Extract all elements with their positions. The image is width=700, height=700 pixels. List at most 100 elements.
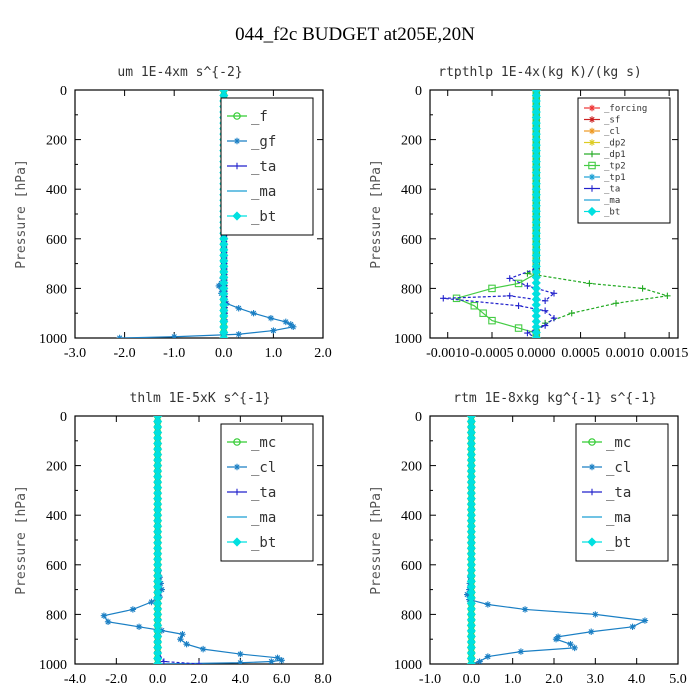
data-point <box>274 654 281 661</box>
legend-label: _ta <box>604 185 620 195</box>
data-point <box>567 640 574 648</box>
chart-panel-3: thlm 1E-5xK s^{-1} 0 200 400 600 800 1000-4.0 -… <box>14 391 332 687</box>
legend-entry: _ta <box>227 159 276 175</box>
legend: _mc _cl _ta _ma _bt <box>220 423 314 562</box>
legend-entry: _bt <box>227 535 276 551</box>
y-tick-label: 0 <box>415 410 422 425</box>
legend-label: _cl <box>251 460 276 476</box>
x-tick-label: 0.0015 <box>650 346 689 361</box>
y-axis-label: Pressure [hPa] <box>14 485 29 595</box>
data-point <box>290 323 297 331</box>
x-tick-label: 0.0 <box>215 346 233 361</box>
series-bt <box>531 90 541 338</box>
data-point <box>484 653 492 660</box>
y-tick-label: 400 <box>46 183 67 198</box>
legend-marker <box>588 127 596 135</box>
y-tick-label: 600 <box>401 233 422 248</box>
series-bt <box>153 416 163 664</box>
data-point <box>215 282 223 290</box>
y-tick-label: 600 <box>401 559 422 574</box>
legend-label: _ta <box>251 159 276 175</box>
panel-title: rtm 1E-8xkg kg^{-1} s^{-1} <box>453 391 657 406</box>
data-point <box>664 292 671 300</box>
data-point <box>568 310 575 317</box>
x-tick-label: 1.0 <box>265 346 283 361</box>
x-tick-label: -2.0 <box>114 346 136 361</box>
legend-label: _tp1 <box>604 173 626 183</box>
data-point <box>282 318 289 326</box>
data-point <box>237 650 244 658</box>
data-point <box>237 659 244 664</box>
legend-marker <box>233 438 241 446</box>
x-tick-label: 0.0005 <box>561 346 600 361</box>
legend-entry: _cl <box>584 127 620 137</box>
data-point <box>552 636 560 643</box>
y-tick-label: 0 <box>60 84 67 99</box>
legend-label: _dp2 <box>604 139 626 149</box>
data-point <box>629 623 636 630</box>
series-line <box>525 90 668 338</box>
data-point <box>153 659 163 664</box>
data-point <box>464 591 471 598</box>
data-point <box>440 295 447 302</box>
data-point <box>104 618 112 626</box>
data-point <box>250 310 257 317</box>
legend-label: _ma <box>251 184 276 200</box>
legend: _forcing _sf_cl _dp2_dp1 _tp2_tp1 _ta_ma _bt <box>577 97 671 224</box>
legend-label: _dp1 <box>604 150 626 160</box>
x-tick-label: -3.0 <box>64 346 86 361</box>
x-tick-label: 2.0 <box>190 672 208 687</box>
y-tick-label: 0 <box>415 84 422 99</box>
data-point <box>524 282 531 290</box>
y-tick-label: 800 <box>46 608 67 623</box>
legend-entry: _ta <box>227 485 276 501</box>
x-tick-label: 0.0 <box>463 672 481 687</box>
y-tick-label: 800 <box>401 282 422 297</box>
chart-panel-4: rtm 1E-8xkg kg^{-1} s^{-1} 0 200 400 600 800 1… <box>369 391 687 687</box>
legend-marker <box>232 211 242 221</box>
data-point <box>158 586 165 593</box>
x-tick-label: -2.0 <box>105 672 127 687</box>
legend-marker <box>588 116 596 123</box>
x-tick-label: 0.0010 <box>606 346 645 361</box>
data-point <box>588 628 595 635</box>
y-tick-label: 600 <box>46 233 67 248</box>
x-tick-label: 6.0 <box>273 672 291 687</box>
legend-label: _bt <box>251 209 276 225</box>
data-point <box>100 612 108 619</box>
figure-title: 044_f2c BUDGET at205E,20N <box>235 24 475 45</box>
data-point <box>554 633 562 640</box>
legend-marker <box>588 488 596 496</box>
legend-entry: _ta <box>584 185 620 195</box>
legend-label: _tp2 <box>604 162 626 172</box>
data-point <box>514 324 523 332</box>
panel-title: thlm 1E-5xK s^{-1} <box>130 391 271 406</box>
data-point <box>268 658 275 664</box>
x-tick-label: -1.0 <box>163 346 185 361</box>
data-point <box>521 606 529 613</box>
chart-panel-2: rtpthlp 1E-4x(kg K)/(kg s) 0 200 400 600 800 1… <box>369 65 688 361</box>
legend-entry: _ma <box>227 184 276 200</box>
data-point <box>515 302 522 309</box>
data-point <box>270 327 277 334</box>
legend-entry: _f <box>227 109 268 125</box>
data-point <box>541 297 549 304</box>
data-point <box>116 334 123 338</box>
legend-marker <box>588 161 596 170</box>
legend-label: _forcing <box>604 104 647 114</box>
data-point <box>488 284 496 293</box>
data-point <box>466 586 473 593</box>
data-point <box>177 636 184 643</box>
legend-marker <box>588 185 596 192</box>
data-point <box>195 660 203 664</box>
data-point <box>219 333 229 338</box>
data-point <box>541 307 549 314</box>
data-point <box>267 314 275 322</box>
legend-label: _bt <box>604 208 620 218</box>
data-point <box>550 314 558 322</box>
data-point <box>517 648 525 655</box>
legend-entry: _dp1 <box>584 150 626 160</box>
y-axis-label: Pressure [hPa] <box>14 159 29 269</box>
